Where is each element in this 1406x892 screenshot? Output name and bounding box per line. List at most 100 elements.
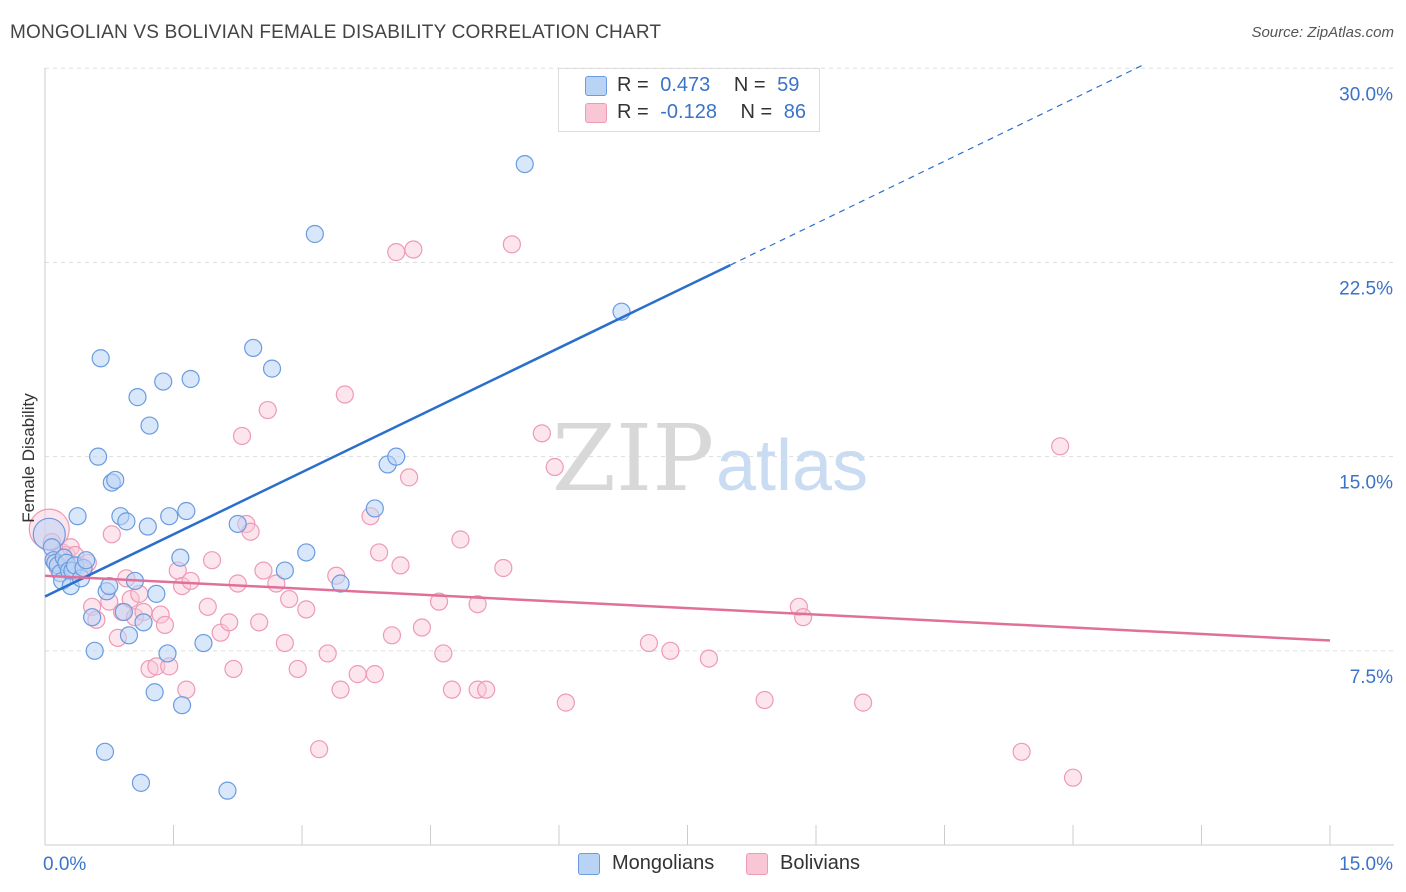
bolivians-point bbox=[228, 574, 247, 593]
watermark-atlas: atlas bbox=[716, 426, 868, 506]
y-tick-label: 7.5% bbox=[1350, 667, 1393, 688]
mongolians-point bbox=[177, 501, 196, 521]
bolivians-point bbox=[382, 626, 402, 645]
source-credit: Source: ZipAtlas.com bbox=[1251, 24, 1394, 41]
mongolians-point bbox=[95, 742, 115, 761]
mongolians-point bbox=[91, 349, 110, 368]
mongolians-point bbox=[158, 644, 177, 663]
bolivians-point bbox=[1063, 768, 1083, 787]
bolivians-point bbox=[147, 657, 166, 676]
bolivians-point bbox=[404, 240, 423, 259]
bolivians-point bbox=[532, 424, 551, 443]
bolivians-point bbox=[639, 633, 659, 653]
bolivians-point bbox=[370, 543, 389, 562]
bolivians-point bbox=[151, 605, 170, 624]
tick-labels: 7.5% 15.0% 22.5% 30.0% 0.0% 15.0% bbox=[43, 84, 1393, 875]
axes bbox=[44, 68, 1394, 846]
mongolians-point bbox=[218, 781, 237, 800]
bolivians-point bbox=[854, 693, 873, 712]
mongolians-point bbox=[89, 447, 108, 466]
bolivians-point bbox=[310, 740, 329, 759]
bolivians-point bbox=[288, 659, 307, 679]
x-tick-label: 0.0% bbox=[43, 854, 86, 875]
mongolians-point bbox=[147, 584, 166, 603]
mongolians-points bbox=[32, 154, 631, 800]
mongolians-point bbox=[145, 683, 164, 702]
bolivians-point bbox=[202, 551, 222, 570]
bolivians-point bbox=[1012, 742, 1031, 761]
mongolians-point bbox=[154, 372, 173, 391]
bolivians-point bbox=[451, 530, 470, 549]
mongolians-point bbox=[262, 359, 282, 378]
bolivians-point bbox=[468, 595, 487, 614]
bolivians-point bbox=[280, 589, 299, 609]
bolivians-point bbox=[275, 633, 294, 653]
bolivians-point bbox=[1051, 437, 1070, 456]
mongolians-point bbox=[331, 574, 350, 593]
mongolians-point bbox=[160, 507, 179, 526]
bolivians-point bbox=[661, 641, 680, 660]
mongolians-point bbox=[194, 633, 213, 653]
mongolians-point bbox=[140, 416, 159, 435]
bolivians-legend-label: Bolivians bbox=[780, 852, 861, 874]
bolivians-point bbox=[429, 592, 449, 611]
trend-lines bbox=[44, 65, 1331, 642]
watermark: ZIP atlas bbox=[552, 405, 868, 512]
bolivians-point bbox=[391, 556, 410, 575]
bolivians-point bbox=[434, 644, 453, 663]
bolivians-r-value: -0.128 bbox=[660, 101, 717, 123]
mongolians-point bbox=[85, 641, 104, 660]
bolivians-point bbox=[220, 613, 239, 632]
bolivians-point bbox=[502, 235, 521, 254]
bolivians-point bbox=[254, 561, 273, 580]
bolivians-point bbox=[442, 680, 462, 699]
mongolians-r-value: 0.473 bbox=[660, 74, 711, 96]
bolivians-point bbox=[399, 468, 419, 487]
bolivians-trend-line bbox=[44, 574, 1331, 642]
bolivians-n-value: 86 bbox=[783, 101, 807, 123]
bolivians-legend-swatch bbox=[746, 853, 768, 875]
mongolians-trend-line bbox=[44, 263, 731, 598]
bolivians-point bbox=[224, 659, 243, 679]
mongolians-point bbox=[172, 696, 192, 715]
bolivians-point bbox=[318, 644, 337, 663]
bolivians-point bbox=[258, 400, 277, 420]
bolivians-point bbox=[794, 608, 813, 627]
mongolians-point bbox=[68, 507, 87, 526]
bolivians-point bbox=[297, 600, 316, 619]
y-tick-label: 30.0% bbox=[1339, 84, 1393, 105]
mongolians-point bbox=[387, 447, 406, 466]
mongolians-point bbox=[244, 338, 263, 358]
bolivians-point bbox=[232, 426, 252, 446]
mongolians-r-label: R = bbox=[617, 74, 649, 96]
bolivians-point bbox=[477, 680, 496, 699]
mongolians-point bbox=[305, 224, 324, 244]
bolivians-point bbox=[789, 597, 808, 616]
mongolians-point bbox=[114, 602, 133, 622]
bolivians-point bbox=[177, 680, 196, 699]
mongolians-point bbox=[131, 773, 151, 792]
bolivians-point bbox=[699, 649, 719, 668]
mongolians-point bbox=[128, 388, 147, 407]
bolivians-point bbox=[365, 665, 384, 684]
bolivians-point bbox=[155, 615, 175, 635]
mongolians-point bbox=[171, 548, 190, 567]
y-tick-label: 15.0% bbox=[1339, 473, 1393, 494]
mongolians-point bbox=[138, 517, 157, 536]
mongolians-point bbox=[119, 626, 139, 645]
bolivians-point bbox=[181, 571, 200, 591]
bolivians-point bbox=[387, 243, 406, 262]
y-tick-label: 22.5% bbox=[1339, 278, 1393, 299]
chart-title: MONGOLIAN VS BOLIVIAN FEMALE DISABILITY … bbox=[10, 22, 662, 43]
stats-legend: R = 0.473 N = 59 R = -0.128 N = 86 bbox=[558, 68, 820, 132]
mongolians-n-value: 59 bbox=[777, 74, 800, 96]
bolivians-point bbox=[755, 690, 774, 710]
bolivians-point bbox=[348, 665, 367, 684]
bolivians-point bbox=[250, 613, 269, 632]
mongolians-point bbox=[77, 551, 96, 570]
mongolians-point bbox=[515, 154, 534, 174]
bolivians-point bbox=[335, 385, 354, 404]
mongolians-legend-swatch bbox=[578, 853, 600, 875]
mongolians-point bbox=[297, 543, 316, 562]
